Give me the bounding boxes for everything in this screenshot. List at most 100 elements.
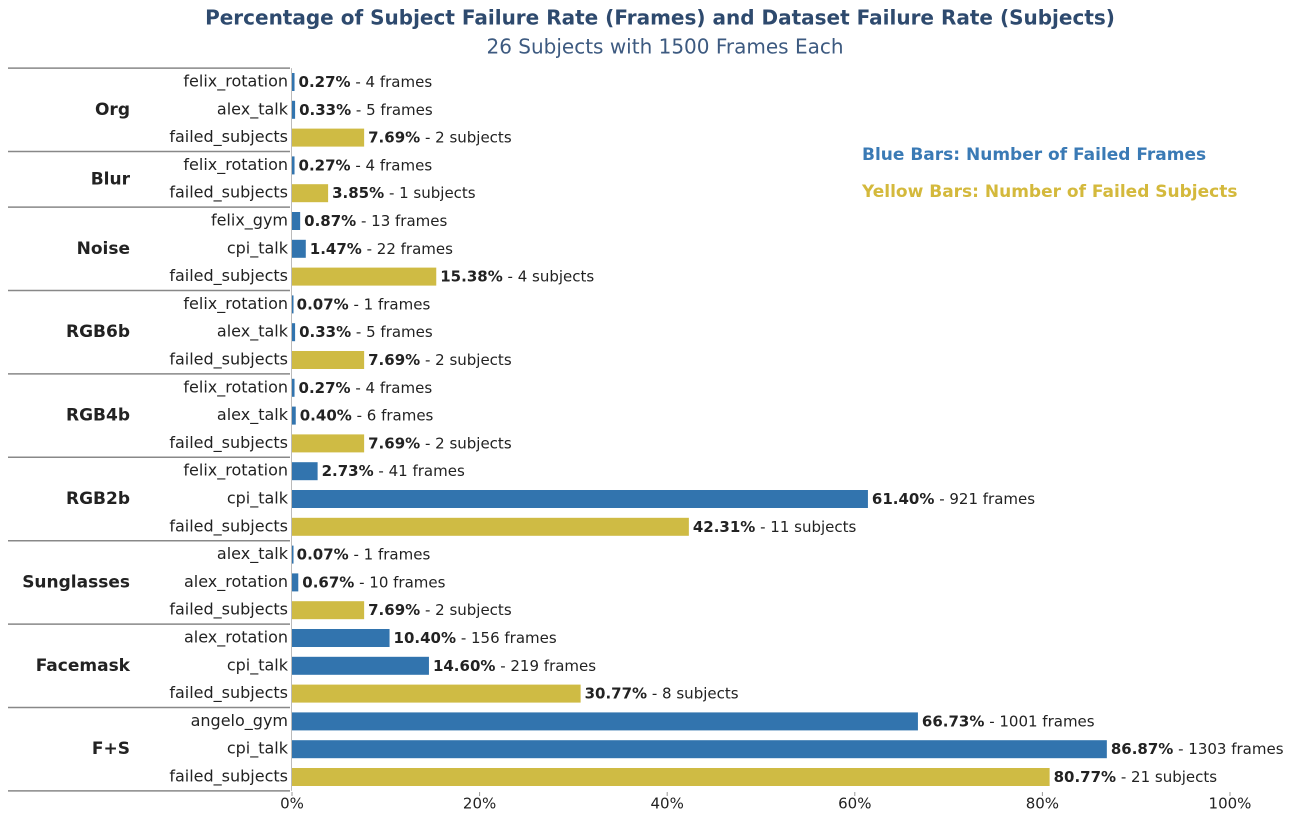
bar-detail-label: - 921 frames <box>939 490 1035 508</box>
bar-value-label: 7.69% <box>368 351 420 369</box>
bar-value-label: 2.73% <box>322 462 374 480</box>
bar-value-label: 0.27% <box>299 378 351 396</box>
bar <box>292 73 295 91</box>
bar <box>292 434 365 453</box>
bar-label: 0.40% - 6 frames <box>300 406 434 424</box>
bar <box>292 740 1107 759</box>
category-label: alex_talk <box>217 322 289 342</box>
bar-label: 15.38% - 4 subjects <box>440 267 594 285</box>
category-label: angelo_gym <box>191 711 288 731</box>
category-label: felix_gym <box>211 211 288 231</box>
bar-value-label: 0.87% <box>304 212 356 230</box>
bar-label: 2.73% - 41 frames <box>322 462 465 480</box>
category-label: cpi_talk <box>227 739 289 759</box>
bar-label: 3.85% - 1 subjects <box>332 184 476 202</box>
bar <box>292 351 365 369</box>
category-label: alex_talk <box>217 405 289 425</box>
bar <box>292 656 429 675</box>
bar-value-label: 3.85% <box>332 184 384 202</box>
bar-detail-label: - 5 frames <box>356 100 433 118</box>
category-label: failed_subjects <box>169 600 288 620</box>
bar-label: 0.33% - 5 frames <box>299 323 433 341</box>
bar-detail-label: - 219 frames <box>500 656 596 674</box>
bar-value-label: 86.87% <box>1111 740 1173 758</box>
x-tick-label: 60% <box>838 795 871 813</box>
bar-value-label: 80.77% <box>1054 768 1116 786</box>
bar <box>292 629 390 647</box>
bar-value-label: 10.40% <box>394 629 456 647</box>
bar-detail-label: - 2 subjects <box>425 434 512 452</box>
group-label: RGB2b <box>66 489 130 509</box>
bar-label: 0.67% - 10 frames <box>302 573 445 591</box>
bar-label: 7.69% - 2 subjects <box>368 128 512 146</box>
group-label: Org <box>95 100 130 120</box>
bar <box>292 712 918 731</box>
bar-detail-label: - 10 frames <box>359 573 446 591</box>
bar-detail-label: - 2 subjects <box>425 128 512 146</box>
group-label: Sunglasses <box>22 572 130 592</box>
bar <box>292 490 868 508</box>
bar-label: 42.31% - 11 subjects <box>693 517 857 535</box>
bar-value-label: 0.07% <box>297 545 349 563</box>
bar <box>292 267 437 286</box>
category-label: failed_subjects <box>169 350 288 370</box>
bar-label: 1.47% - 22 frames <box>310 239 453 257</box>
group-label: F+S <box>92 739 130 759</box>
group-label: Blur <box>91 169 131 189</box>
category-label: failed_subjects <box>169 516 288 536</box>
bar <box>292 378 295 397</box>
bar-label: 30.77% - 8 subjects <box>585 684 739 702</box>
bar-label: 80.77% - 21 subjects <box>1054 768 1218 786</box>
bar-detail-label: - 1 subjects <box>389 184 476 202</box>
bar <box>292 295 294 314</box>
bar-value-label: 0.27% <box>299 156 351 174</box>
bar-detail-label: - 6 frames <box>357 406 434 424</box>
bar-value-label: 0.33% <box>299 323 351 341</box>
bar-detail-label: - 4 frames <box>355 378 432 396</box>
bar-detail-label: - 41 frames <box>378 462 465 480</box>
bar-detail-label: - 4 frames <box>355 156 432 174</box>
bar-label: 61.40% - 921 frames <box>872 490 1035 508</box>
bar-label: 0.33% - 5 frames <box>299 100 433 118</box>
bar-detail-label: - 13 frames <box>361 212 448 230</box>
bar <box>292 573 299 592</box>
category-label: failed_subjects <box>169 266 288 286</box>
bar-detail-label: - 4 frames <box>355 73 432 91</box>
bar-detail-label: - 2 subjects <box>425 351 512 369</box>
bar <box>292 545 294 564</box>
bar-detail-label: - 5 frames <box>356 323 433 341</box>
bar-value-label: 7.69% <box>368 434 420 452</box>
bar-label: 0.27% - 4 frames <box>299 378 433 396</box>
bar-detail-label: - 11 subjects <box>760 517 856 535</box>
bar-detail-label: - 4 subjects <box>508 267 595 285</box>
bar <box>292 684 581 703</box>
bar <box>292 128 365 147</box>
x-tick-label: 100% <box>1209 795 1252 813</box>
category-label: cpi_talk <box>227 655 289 675</box>
bar <box>292 156 295 175</box>
bar-detail-label: - 21 subjects <box>1121 768 1217 786</box>
bar-value-label: 0.40% <box>300 406 352 424</box>
bar <box>292 239 306 258</box>
bar <box>292 323 296 342</box>
bar-label: 10.40% - 156 frames <box>394 629 557 647</box>
chart-subtitle: 26 Subjects with 1500 Frames Each <box>486 35 843 59</box>
bar-label: 0.27% - 4 frames <box>299 156 433 174</box>
bar-detail-label: - 8 subjects <box>652 684 739 702</box>
bar-value-label: 0.07% <box>297 295 349 313</box>
category-label: alex_rotation <box>184 572 288 592</box>
bar-value-label: 7.69% <box>368 128 420 146</box>
bar-value-label: 42.31% <box>693 517 755 535</box>
category-label: felix_rotation <box>183 294 288 314</box>
category-label: cpi_talk <box>227 489 289 509</box>
bar <box>292 462 318 481</box>
bar <box>292 517 689 536</box>
bar-label: 0.07% - 1 frames <box>297 545 431 563</box>
category-label: alex_rotation <box>184 628 288 648</box>
bar-detail-label: - 1 frames <box>353 295 430 313</box>
bar-value-label: 1.47% <box>310 239 362 257</box>
bar-value-label: 0.67% <box>302 573 354 591</box>
bar <box>292 768 1050 786</box>
category-label: failed_subjects <box>169 433 288 453</box>
